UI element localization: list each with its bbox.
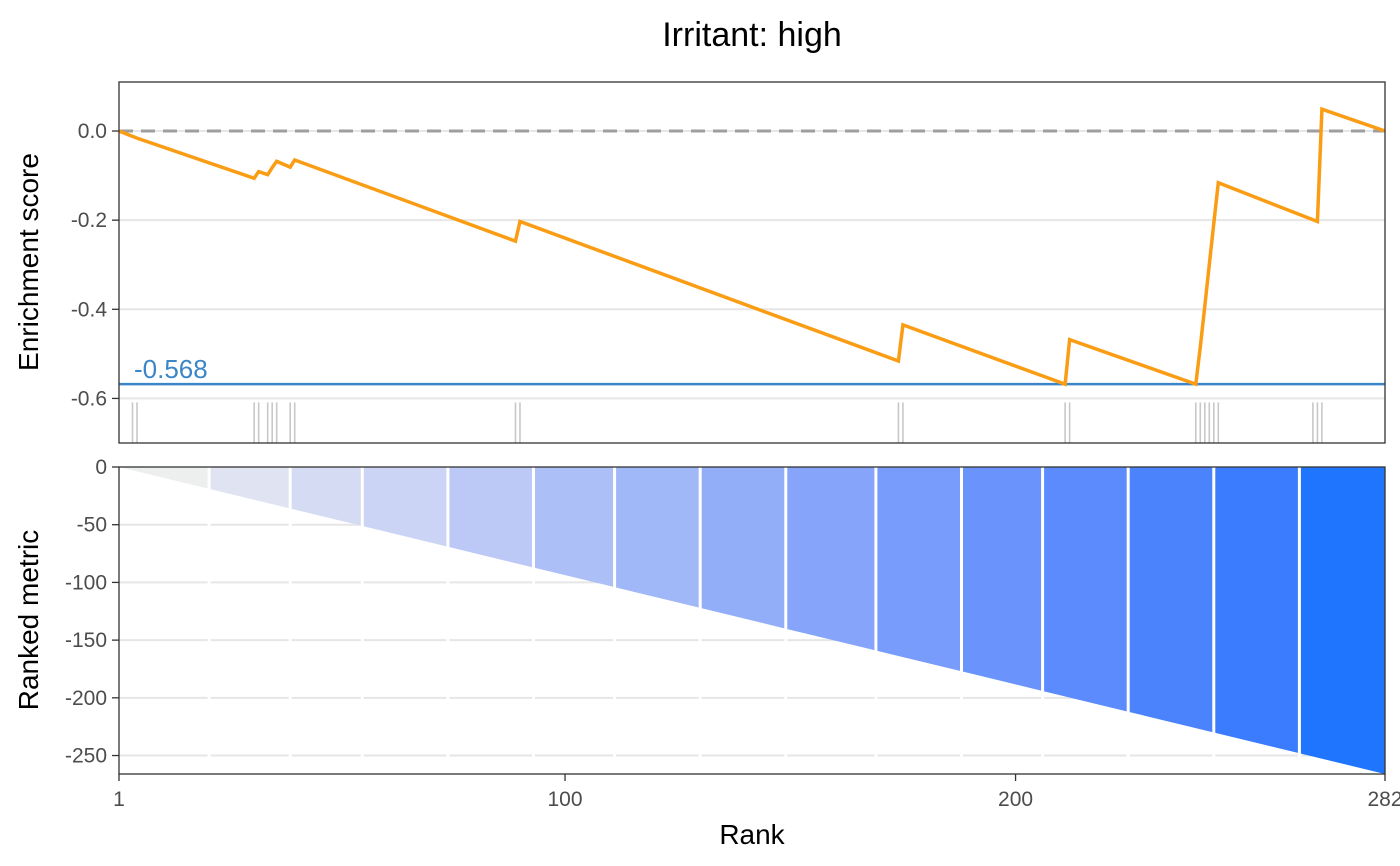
metric-band xyxy=(119,467,210,489)
top-gridlines xyxy=(119,130,1385,400)
top-panel-border xyxy=(118,81,1386,444)
metric-band xyxy=(875,467,962,672)
x-axis-title: Rank xyxy=(719,819,785,850)
x-tick-label: 100 xyxy=(548,788,583,811)
metric-band xyxy=(700,467,786,629)
y-tick-label: -0.6 xyxy=(71,387,107,410)
top-y-axis: 0.0 -0.2 -0.4 -0.6 xyxy=(71,120,119,410)
metric-band xyxy=(209,467,291,509)
y-tick-label: -150 xyxy=(65,629,107,652)
x-tick-label: 282 xyxy=(1367,788,1400,811)
chart-title: Irritant: high xyxy=(662,16,842,54)
x-axis: 1 100 200 282 xyxy=(113,774,1400,811)
metric-band xyxy=(1299,467,1385,774)
metric-band xyxy=(785,467,876,651)
top-y-axis-title: Enrichment score xyxy=(13,153,44,371)
metric-band xyxy=(961,467,1043,691)
bottom-y-axis: 0 -50 -100 -150 -200 -250 xyxy=(65,456,119,768)
metric-band xyxy=(1128,467,1214,733)
hit-ticks xyxy=(131,402,1323,443)
y-tick-label: -200 xyxy=(65,687,107,710)
metric-band xyxy=(1213,467,1300,754)
metric-band xyxy=(1042,467,1129,712)
metric-band xyxy=(290,467,363,526)
x-tick-label: 200 xyxy=(998,788,1033,811)
metric-band xyxy=(614,467,701,608)
y-tick-label: 0 xyxy=(95,456,107,479)
bottom-panel-border xyxy=(118,466,1386,775)
y-tick-label: -0.4 xyxy=(71,298,108,321)
y-tick-label: 0.0 xyxy=(78,120,107,143)
metric-band xyxy=(447,467,534,568)
x-tick-label: 1 xyxy=(113,788,125,811)
running-enrichment-curve xyxy=(118,106,1386,387)
enrichment-score-label: -0.568 xyxy=(134,354,208,384)
enrichment-panel: -0.568 0.0 -0.2 -0.4 -0.6 Enrichment score xyxy=(13,81,1386,444)
ranked-metric-bands xyxy=(119,467,1385,774)
ranked-metric-panel: 0 -50 -100 -150 -200 -250 1 100 200 282 Ranked m… xyxy=(13,456,1400,850)
y-tick-label: -100 xyxy=(65,571,107,594)
y-tick-label: -250 xyxy=(65,745,107,768)
y-tick-label: -50 xyxy=(77,514,107,537)
y-tick-label: -0.2 xyxy=(71,209,107,232)
metric-band xyxy=(362,467,448,547)
bottom-y-axis-title: Ranked metric xyxy=(13,530,44,711)
metric-band xyxy=(533,467,615,588)
